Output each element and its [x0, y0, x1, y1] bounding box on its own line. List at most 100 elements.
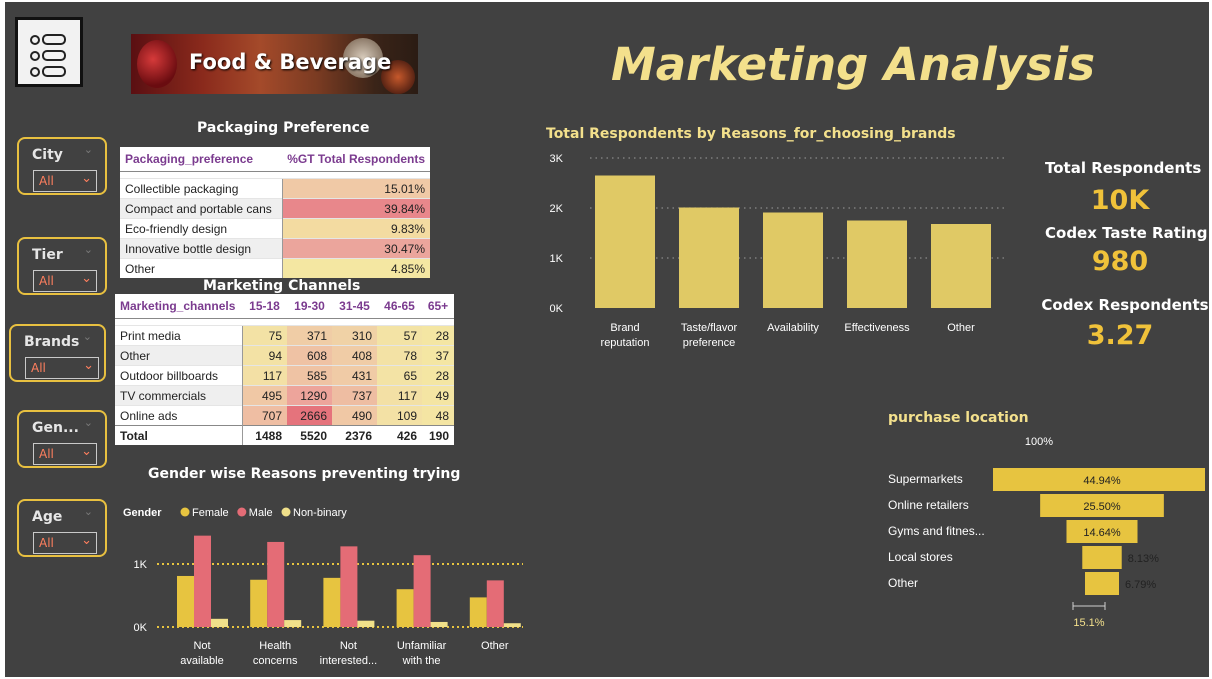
x-tick-label: Availability	[767, 322, 819, 334]
table-row[interactable]: Print media 75 371 310 57 28	[115, 325, 454, 346]
chevron-down-icon: ⌄	[81, 171, 92, 186]
purchase-location-title: purchase location	[888, 410, 1029, 426]
legend-label: Non-binary	[293, 507, 347, 519]
kpi-value: 10K	[1090, 185, 1150, 216]
column-header[interactable]: Packaging_preference	[120, 147, 282, 172]
total-value: 190	[422, 425, 454, 445]
table-row[interactable]: Online ads 707 2666 490 109 48	[115, 405, 454, 426]
row-value: 15.01%	[281, 178, 430, 199]
column-header[interactable]: 46-65	[377, 294, 422, 319]
plate-image	[343, 38, 383, 78]
slicer-label: City	[32, 147, 63, 163]
packaging-table: Packaging_preference %GT Total Responden…	[120, 147, 430, 278]
table-row[interactable]: Other 4.85%	[120, 258, 430, 278]
row-value: 707	[241, 405, 287, 426]
gender-slicer[interactable]: Gen... ⌄ All ⌄	[17, 410, 107, 468]
chevron-down-icon: ⌄	[81, 271, 92, 286]
dashboard: Food & Beverage Marketing Analysis City …	[5, 2, 1209, 677]
bar	[430, 621, 448, 627]
total-value: 1488	[241, 425, 287, 445]
bar	[486, 580, 504, 627]
total-value: 426	[377, 425, 422, 445]
column-header[interactable]: Marketing_channels	[115, 294, 242, 319]
x-tick-label: Brand reputation	[601, 322, 650, 349]
total-row: Total 1488 5520 2376 426 190	[115, 425, 454, 445]
column-header[interactable]: 15-18	[242, 294, 287, 319]
bar	[679, 207, 739, 308]
category-label: Gyms and fitnes...	[888, 524, 985, 538]
funnel-bar	[993, 468, 1205, 491]
menu-button[interactable]	[15, 17, 83, 87]
age-dropdown[interactable]: All ⌄	[33, 532, 97, 554]
slicer-value: All	[39, 536, 54, 550]
y-tick-label: 0K	[550, 303, 564, 315]
slicer-label: Tier	[32, 247, 63, 263]
y-tick-label: 2K	[550, 203, 564, 215]
chevron-down-icon[interactable]: ⌄	[83, 143, 93, 156]
table-row[interactable]: Compact and portable cans 39.84%	[120, 198, 430, 219]
bar	[211, 618, 228, 627]
row-label: Outdoor billboards	[115, 365, 242, 386]
row-value: 431	[332, 365, 377, 386]
column-header[interactable]: 65+	[422, 294, 454, 319]
tier-dropdown[interactable]: All ⌄	[33, 270, 97, 292]
total-value: 5520	[287, 425, 332, 445]
value-label: 44.94%	[1083, 475, 1121, 487]
table-row[interactable]: Other 94 608 408 78 37	[115, 345, 454, 366]
x-tick-label: Taste/flavor preference	[681, 322, 738, 349]
legend-label: Male	[249, 507, 273, 519]
gender-chart: Gender Female Male Non-binary 1K 0K Not availab…	[123, 507, 523, 667]
x-tick-label: Unfamiliar with the	[397, 640, 447, 667]
category-label: Local stores	[888, 550, 953, 564]
y-tick-label: 1K	[134, 559, 148, 571]
category-label: Supermarkets	[888, 472, 963, 486]
chevron-down-icon[interactable]: ⌄	[82, 330, 92, 343]
bar	[340, 546, 358, 627]
row-value: 9.83%	[281, 218, 430, 239]
row-value: 490	[332, 405, 377, 426]
row-label: Innovative bottle design	[120, 238, 282, 259]
marketing-title: Marketing Channels	[203, 278, 361, 294]
food-image	[381, 60, 415, 94]
bar	[931, 224, 991, 308]
chevron-down-icon[interactable]: ⌄	[83, 505, 93, 518]
column-header[interactable]: 31-45	[332, 294, 377, 319]
gender-dropdown[interactable]: All ⌄	[33, 443, 97, 465]
city-slicer[interactable]: City ⌄ All ⌄	[17, 137, 107, 195]
row-value: 78	[377, 345, 422, 366]
table-row[interactable]: Eco-friendly design 9.83%	[120, 218, 430, 239]
table-row[interactable]: Collectible packaging 15.01%	[120, 178, 430, 199]
packaging-rows: Collectible packaging 15.01% Compact and p…	[120, 172, 430, 278]
bar	[847, 220, 907, 308]
row-value: 48	[422, 405, 454, 426]
row-value: 408	[332, 345, 377, 366]
legend-label: Female	[192, 507, 229, 519]
chevron-down-icon[interactable]: ⌄	[83, 243, 93, 256]
purchase-location-chart: 100% Supermarkets 44.94% Online retailers 25…	[888, 436, 1205, 629]
city-dropdown[interactable]: All ⌄	[33, 170, 97, 192]
page-title: Marketing Analysis	[611, 38, 1096, 91]
category-label: Other	[888, 576, 918, 590]
spacer-row	[115, 319, 454, 326]
row-value: 28	[422, 365, 454, 386]
y-tick-label: 0K	[134, 622, 148, 634]
table-row[interactable]: Outdoor billboards 117 585 431 65 28	[115, 365, 454, 386]
legend-marker	[281, 507, 291, 517]
brands-chart: 0K 1K 2K 3K Brand reputation Taste/flavor prefe…	[550, 153, 1005, 349]
chevron-down-icon[interactable]: ⌄	[83, 416, 93, 429]
legend-title: Gender	[123, 507, 162, 519]
table-row[interactable]: TV commercials 495 1290 737 117 49	[115, 385, 454, 406]
brands-dropdown[interactable]: All ⌄	[25, 357, 99, 379]
value-label: 8.13%	[1128, 553, 1159, 565]
x-tick-label: Health concerns	[253, 640, 298, 667]
column-header[interactable]: 19-30	[287, 294, 332, 319]
legend-marker	[180, 507, 190, 517]
table-row[interactable]: Innovative bottle design 30.47%	[120, 238, 430, 259]
row-value: 75	[241, 325, 287, 346]
age-slicer[interactable]: Age ⌄ All ⌄	[17, 499, 107, 557]
bar	[284, 620, 302, 627]
brands-slicer[interactable]: Brands ⌄ All ⌄	[9, 324, 106, 382]
column-header[interactable]: %GT Total Respondents	[282, 147, 430, 172]
tier-slicer[interactable]: Tier ⌄ All ⌄	[17, 237, 107, 295]
marketing-rows: Print media 75 371 310 57 28 Other 94 608 408 78 37…	[115, 319, 454, 445]
